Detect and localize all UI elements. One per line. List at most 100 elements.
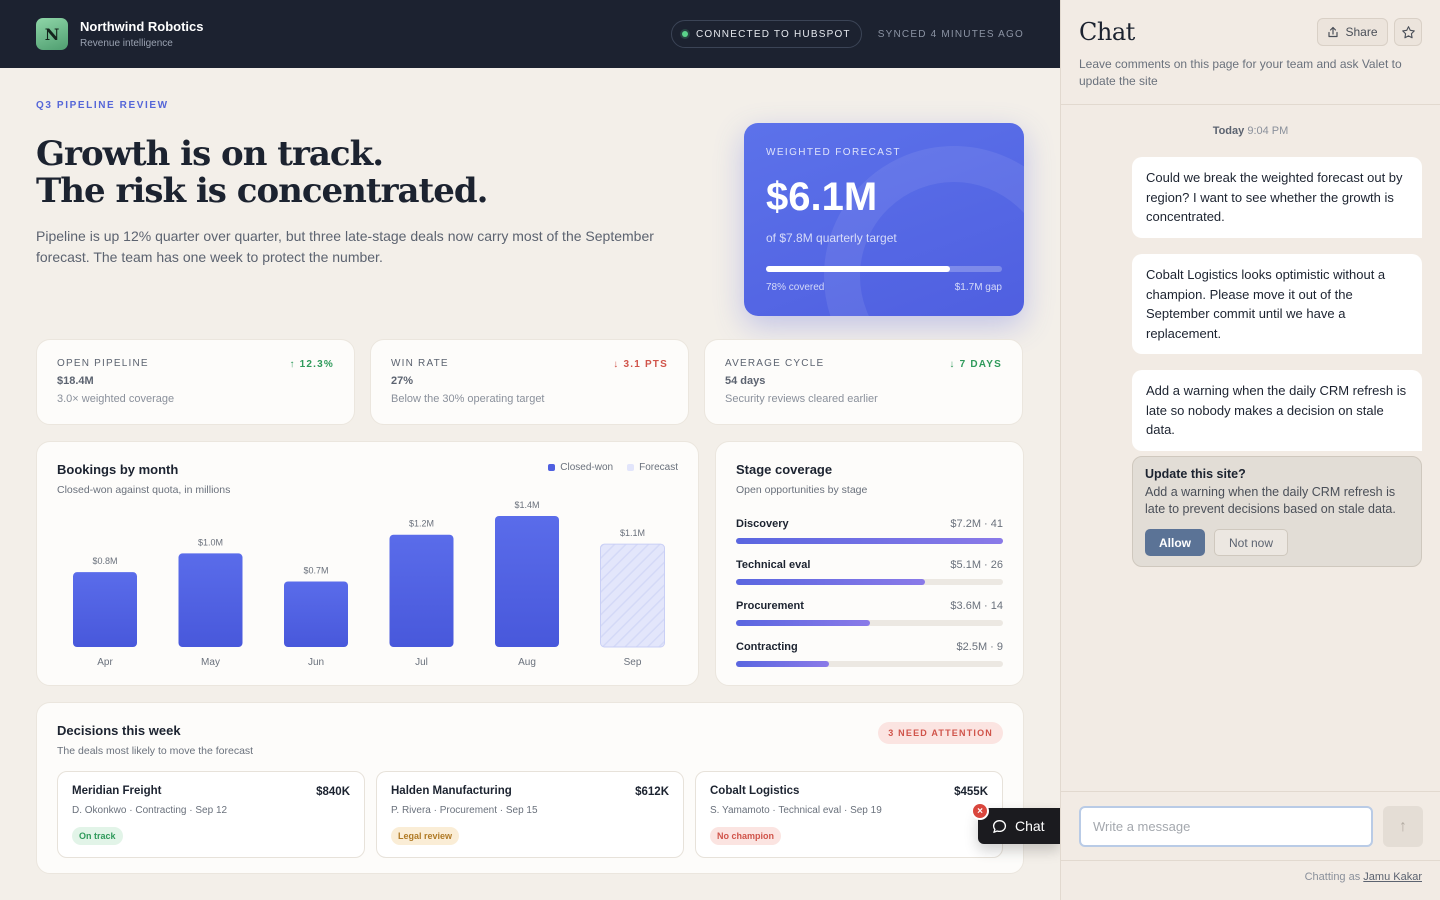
chat-message: Cobalt Logistics looks optimistic withou…: [1132, 254, 1422, 354]
kpi-note: Below the 30% operating target: [391, 393, 545, 405]
user-name-link[interactable]: Jamu Kakar: [1363, 871, 1422, 883]
stage-meta: $3.6M · 14: [950, 600, 1003, 612]
stage-fill: [736, 620, 870, 626]
stage-row-procurement: Procurement $3.6M · 14: [736, 600, 1003, 626]
deal-meta: D. Okonkwo · Contracting · Sep 12: [72, 805, 228, 816]
kpi-label: WIN RATE: [391, 358, 449, 369]
deal-card-halden-manufacturing[interactable]: Halden Manufacturing $612K P. Rivera · P…: [376, 771, 684, 858]
message-composer: ↑: [1061, 791, 1440, 861]
connection-status[interactable]: CONNECTED TO HUBSPOT: [670, 20, 862, 48]
stage-subtitle: Open opportunities by stage: [736, 484, 868, 496]
headline-line-1: Growth is on track.: [36, 134, 384, 174]
x-tick-label: May: [201, 657, 220, 668]
not-now-button[interactable]: Not now: [1214, 529, 1289, 556]
forecast-label: WEIGHTED FORECAST: [766, 147, 901, 158]
stage-title: Stage coverage: [736, 462, 833, 477]
bar-value-label: $0.8M: [92, 556, 117, 566]
stage-meta: $5.1M · 26: [950, 559, 1003, 571]
forecast-covered: 78% covered: [766, 282, 825, 293]
forecast-progress-track: [766, 266, 1002, 272]
bar-jul: [389, 534, 454, 647]
message-input[interactable]: [1079, 806, 1373, 847]
deal-status-badge: Legal review: [391, 827, 460, 845]
timestamp-time: 9:04 PM: [1247, 125, 1289, 137]
forecast-progress-fill: [766, 266, 951, 272]
open-chat-button[interactable]: Chat: [978, 808, 1060, 844]
share-label: Share: [1345, 25, 1378, 39]
attention-badge: 3 NEED ATTENTION: [878, 722, 1003, 744]
stage-track: [736, 620, 1003, 626]
deal-amount: $455K: [954, 786, 988, 798]
deal-amount: $840K: [316, 786, 350, 798]
chat-description: Leave comments on this page for your tea…: [1079, 57, 1402, 88]
bar-apr: [73, 572, 137, 647]
bar-aug: [495, 516, 559, 647]
bar-value-label: $1.4M: [514, 500, 539, 510]
chat-header: Chat Leave comments on this page for you…: [1061, 0, 1440, 105]
kpi-delta: ↓ 3.1 PTS: [613, 359, 668, 370]
star-icon: [1401, 25, 1415, 38]
deal-amount: $612K: [635, 786, 669, 798]
kpi-value: 54 days: [725, 375, 766, 387]
deal-card-meridian-freight[interactable]: Meridian Freight $840K D. Okonkwo · Cont…: [57, 771, 365, 858]
stage-track: [736, 661, 1003, 667]
share-icon: [1328, 26, 1339, 38]
decisions-title: Decisions this week: [57, 723, 181, 738]
decisions-card: Decisions this week The deals most likel…: [36, 702, 1024, 874]
stage-fill: [736, 579, 926, 585]
chat-message: Add a warning when the daily CRM refresh…: [1132, 370, 1422, 451]
weighted-forecast-card: WEIGHTED FORECAST $6.1M of $7.8M quarter…: [744, 123, 1024, 316]
bar-value-label: $1.1M: [620, 528, 645, 538]
stage-meta: $7.2M · 41: [950, 518, 1003, 530]
bar-value-label: $1.0M: [198, 537, 223, 547]
chart-legend: Closed-won Forecast: [548, 462, 678, 473]
deal-name: Halden Manufacturing: [391, 785, 512, 797]
forecast-target: of $7.8M quarterly target: [766, 231, 897, 245]
share-button[interactable]: Share: [1317, 18, 1388, 46]
brand: Northwind Robotics Revenue intelligence: [80, 19, 204, 49]
sync-status: SYNCED 4 MINUTES AGO: [877, 28, 1024, 40]
deal-status-badge: On track: [72, 827, 123, 845]
bar-value-label: $0.7M: [303, 566, 328, 576]
kpi-delta: ↓ 7 DAYS: [949, 359, 1002, 370]
x-tick-label: Jun: [308, 657, 324, 668]
kpi-label: AVERAGE CYCLE: [725, 358, 825, 369]
intro-text: Pipeline is up 12% quarter over quarter,…: [36, 228, 654, 265]
kpi-value: 27%: [391, 375, 414, 387]
company-name: Northwind Robotics: [80, 19, 204, 34]
stage-row-technical-eval: Technical eval $5.1M · 26: [736, 559, 1003, 585]
headline-line-2: The risk is concentrated.: [36, 171, 488, 211]
bar-value-label: $1.2M: [409, 519, 434, 529]
bookings-title: Bookings by month: [57, 462, 179, 477]
stage-fill: [736, 661, 829, 667]
stage-track: [736, 579, 1003, 585]
deal-status-badge: No champion: [710, 827, 782, 845]
page-title: Growth is on track. The risk is concentr…: [36, 136, 488, 210]
update-title: Update this site?: [1145, 467, 1246, 481]
stage-row-contracting: Contracting $2.5M · 9: [736, 641, 1003, 667]
send-button[interactable]: ↑: [1383, 806, 1423, 847]
company-subtitle: Revenue intelligence: [80, 38, 173, 49]
x-tick-label: Apr: [97, 657, 113, 668]
legend-closed-won: Closed-won: [548, 462, 613, 473]
bookings-chart: $0.8M Apr $1.0M May $0.7M Jun $1.2M Jul $1.4M Aug…: [73, 500, 665, 668]
kpi-open-pipeline: OPEN PIPELINE ↑ 12.3% $18.4M 3.0× weight…: [36, 339, 355, 425]
stage-name: Procurement: [736, 600, 804, 612]
deal-card-cobalt-logistics[interactable]: Cobalt Logistics $455K S. Yamamoto · Tec…: [695, 771, 1003, 858]
deal-meta: P. Rivera · Procurement · Sep 15: [391, 805, 538, 816]
kpi-win-rate: WIN RATE ↓ 3.1 PTS 27% Below the 30% ope…: [370, 339, 689, 425]
chat-timestamp: Today 9:04 PM: [1061, 125, 1440, 137]
allow-button[interactable]: Allow: [1145, 529, 1205, 556]
close-chat-icon[interactable]: ×: [971, 802, 989, 820]
timestamp-day: Today: [1212, 125, 1245, 137]
stage-track: [736, 538, 1003, 544]
x-tick-label: Aug: [518, 657, 536, 668]
stage-name: Technical eval: [736, 559, 811, 571]
stage-coverage-card: Stage coverage Open opportunities by sta…: [715, 441, 1024, 686]
favorite-button[interactable]: [1394, 18, 1422, 46]
chatting-as-prefix: Chatting as: [1304, 871, 1361, 883]
chat-panel: Chat Leave comments on this page for you…: [1060, 0, 1440, 900]
x-tick-label: Sep: [624, 657, 642, 668]
kpi-average-cycle: AVERAGE CYCLE ↓ 7 DAYS 54 days Security …: [704, 339, 1023, 425]
chat-message: Could we break the weighted forecast out…: [1132, 157, 1422, 238]
